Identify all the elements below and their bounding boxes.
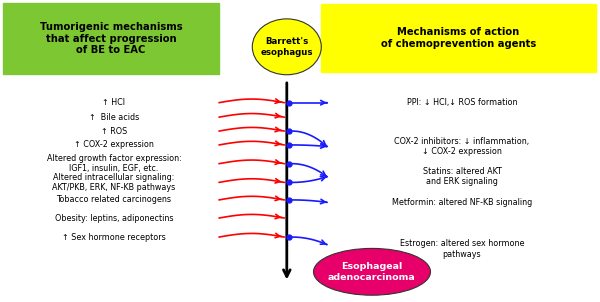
FancyBboxPatch shape	[321, 4, 596, 72]
Text: Mechanisms of action
of chemoprevention agents: Mechanisms of action of chemoprevention …	[381, 27, 536, 49]
Text: Statins: altered AKT
and ERK signaling: Statins: altered AKT and ERK signaling	[422, 167, 502, 186]
Text: Estrogen: altered sex hormone
pathways: Estrogen: altered sex hormone pathways	[400, 239, 524, 259]
Text: PPI: ↓ HCl,↓ ROS formation: PPI: ↓ HCl,↓ ROS formation	[407, 98, 517, 107]
Ellipse shape	[314, 248, 431, 295]
Text: COX-2 inhibitors: ↓ inflammation,
↓ COX-2 expression: COX-2 inhibitors: ↓ inflammation, ↓ COX-…	[394, 137, 530, 156]
Text: Altered growth factor expression:
IGF1, insulin, EGF, etc.: Altered growth factor expression: IGF1, …	[47, 154, 181, 173]
Text: ↑ Sex hormone receptors: ↑ Sex hormone receptors	[62, 233, 166, 242]
Text: Tumorigenic mechanisms
that affect progression
of BE to EAC: Tumorigenic mechanisms that affect progr…	[40, 22, 182, 55]
FancyBboxPatch shape	[3, 3, 219, 74]
Text: ↑ HCl: ↑ HCl	[103, 98, 125, 107]
Text: Esophageal
adenocarcinoma: Esophageal adenocarcinoma	[328, 262, 416, 281]
Text: ↑ COX-2 expression: ↑ COX-2 expression	[74, 140, 154, 149]
Ellipse shape	[253, 19, 322, 75]
Text: Tobacco related carcinogens: Tobacco related carcinogens	[56, 195, 172, 204]
Text: Obesity: leptins, adiponectins: Obesity: leptins, adiponectins	[55, 214, 173, 223]
Text: ↑  Bile acids: ↑ Bile acids	[89, 113, 139, 122]
Text: ↑ ROS: ↑ ROS	[101, 127, 127, 136]
Text: Barrett's
esophagus: Barrett's esophagus	[260, 37, 313, 56]
Text: Metformin: altered NF-KB signaling: Metformin: altered NF-KB signaling	[392, 198, 532, 207]
Text: Altered intracellular signaling:
AKT/PKB, ERK, NF-KB pathways: Altered intracellular signaling: AKT/PKB…	[52, 173, 176, 192]
